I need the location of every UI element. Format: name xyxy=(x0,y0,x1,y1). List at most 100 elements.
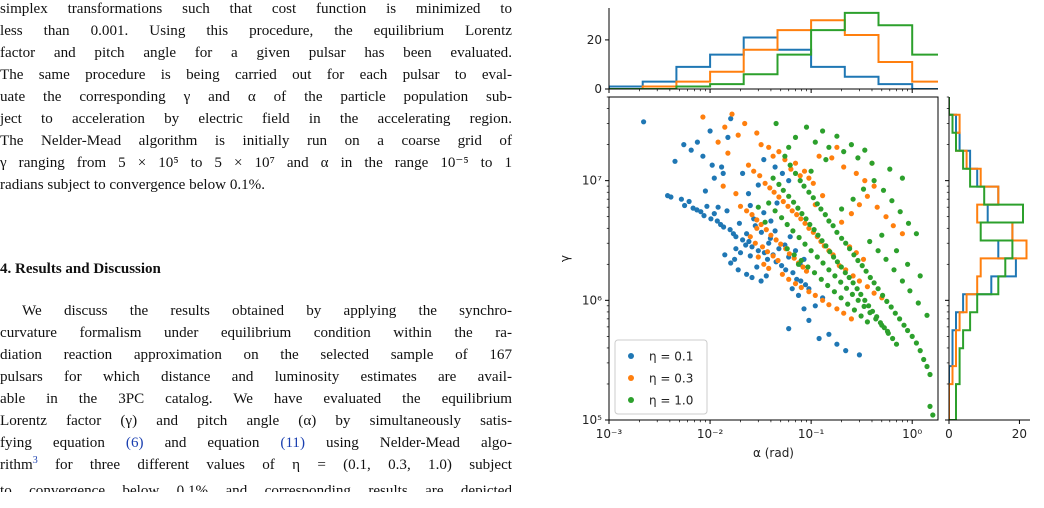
point-s1-43 xyxy=(763,227,769,233)
point-s1-51 xyxy=(800,264,806,270)
point-s1-25 xyxy=(780,198,786,205)
point-s0-27 xyxy=(724,208,730,214)
point-s0-83 xyxy=(816,335,822,342)
para1-line-6: ject to acceleration by electric field i… xyxy=(0,111,512,127)
para2-line-6: Lorentz factor (γ) and pitch angle (α) b… xyxy=(0,413,512,429)
point-s0-78 xyxy=(789,286,795,292)
point-s2-1 xyxy=(792,134,799,140)
point-s1-86 xyxy=(856,202,862,208)
point-s2-135 xyxy=(875,248,881,254)
point-s0-11 xyxy=(740,170,746,176)
point-s0-7 xyxy=(719,164,725,170)
point-s0-2 xyxy=(681,142,687,148)
point-s2-23 xyxy=(830,223,836,229)
legend-marker-1 xyxy=(628,375,634,381)
point-s1-22 xyxy=(767,185,773,191)
point-s1-68 xyxy=(812,292,818,298)
point-s2-38 xyxy=(892,310,898,316)
point-s1-63 xyxy=(779,271,785,277)
point-s2-27 xyxy=(847,246,853,252)
point-s2-142 xyxy=(930,412,936,418)
point-s2-119 xyxy=(897,209,903,215)
point-s2-117 xyxy=(880,187,887,193)
point-s2-36 xyxy=(884,298,890,304)
para2-line-5: able in the 3PC catalog. We have evaluat… xyxy=(0,391,512,407)
para2-line-1: We discuss the results obtained by apply… xyxy=(22,303,512,319)
point-s1-7 xyxy=(758,142,764,148)
point-s2-4 xyxy=(820,128,826,134)
point-s0-56 xyxy=(735,267,741,273)
point-s1-92 xyxy=(829,155,835,161)
point-s1-88 xyxy=(874,204,880,210)
point-s0-72 xyxy=(772,228,778,234)
point-s0-93 xyxy=(755,182,761,188)
point-s2-13 xyxy=(787,162,793,168)
point-s1-64 xyxy=(786,276,792,282)
point-s0-9 xyxy=(711,175,717,181)
point-s2-79 xyxy=(766,200,772,206)
point-s2-100 xyxy=(784,246,790,252)
point-s1-98 xyxy=(834,144,840,150)
point-s2-9 xyxy=(855,155,861,161)
footnote-ref-3[interactable]: 3 xyxy=(32,454,38,466)
point-s1-56 xyxy=(764,249,771,255)
point-s2-131 xyxy=(795,261,802,267)
point-s2-77 xyxy=(890,335,896,342)
point-s0-5 xyxy=(700,153,706,159)
point-s0-3 xyxy=(688,147,694,153)
point-s2-7 xyxy=(841,149,847,155)
point-s1-9 xyxy=(770,153,776,159)
point-s1-104 xyxy=(720,183,726,189)
point-s2-87 xyxy=(814,254,820,260)
legend-label-1: η = 0.3 xyxy=(649,372,693,386)
point-s2-113 xyxy=(839,206,845,212)
point-s2-14 xyxy=(792,170,799,176)
point-s0-6 xyxy=(707,128,713,134)
point-s1-42 xyxy=(758,221,764,228)
point-s2-103 xyxy=(805,264,811,270)
point-s1-79 xyxy=(871,290,877,296)
point-s2-143 xyxy=(927,403,933,409)
point-s0-58 xyxy=(749,274,755,281)
point-s0-24 xyxy=(714,218,720,224)
point-s2-10 xyxy=(862,147,868,153)
equation-ref-6[interactable]: (6) xyxy=(125,435,144,451)
point-s0-55 xyxy=(732,256,738,262)
point-s1-15 xyxy=(801,168,808,174)
point-s2-16 xyxy=(801,183,807,189)
point-s0-30 xyxy=(733,234,739,240)
point-s1-23 xyxy=(771,189,777,195)
para2-line-8: rithm3 for three different values of η =… xyxy=(0,454,512,474)
legend-label-2: η = 1.0 xyxy=(649,394,693,408)
point-s0-98 xyxy=(720,170,726,176)
point-s1-55 xyxy=(759,244,766,250)
point-s0-35 xyxy=(749,244,755,250)
point-s0-88 xyxy=(812,303,818,309)
point-s1-70 xyxy=(826,302,832,308)
point-s2-55 xyxy=(803,216,809,222)
point-s1-94 xyxy=(853,170,859,176)
point-s0-50 xyxy=(798,278,804,284)
point-s0-65 xyxy=(744,231,750,237)
point-s1-13 xyxy=(792,160,799,166)
point-s2-66 xyxy=(846,274,852,281)
point-s0-61 xyxy=(763,273,769,279)
point-s0-22 xyxy=(708,216,714,222)
point-s1-17 xyxy=(810,180,816,186)
point-s2-136 xyxy=(883,256,889,262)
point-s2-49 xyxy=(776,181,782,187)
x-tick-label-3: 10⁰ xyxy=(902,427,922,441)
point-s1-78 xyxy=(864,284,870,290)
equation-ref-11[interactable]: (11) xyxy=(280,435,306,451)
point-s1-83 xyxy=(860,256,867,262)
point-s2-107 xyxy=(831,289,837,295)
point-s1-91 xyxy=(899,231,905,237)
point-s1-44 xyxy=(768,232,774,238)
point-s1-24 xyxy=(776,194,782,200)
point-s2-122 xyxy=(887,166,893,172)
right-histogram: 0 20 xyxy=(945,96,1030,441)
point-s2-35 xyxy=(880,292,886,298)
point-s0-85 xyxy=(834,341,840,347)
point-s2-56 xyxy=(807,221,813,228)
para2-line-3: diation reaction approximation on the se… xyxy=(0,347,512,363)
